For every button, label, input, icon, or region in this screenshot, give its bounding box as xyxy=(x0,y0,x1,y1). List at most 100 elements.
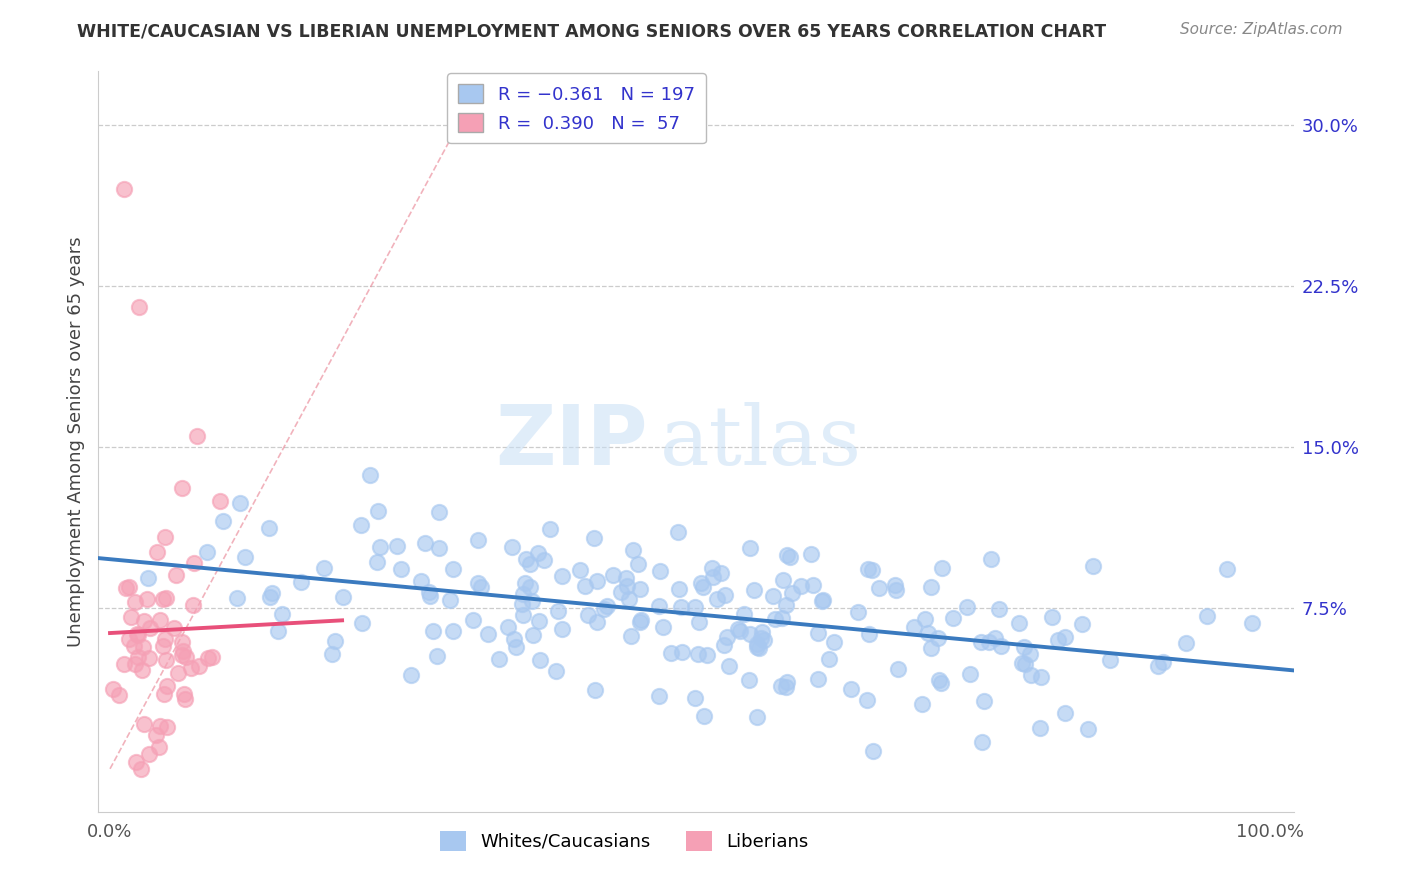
Point xyxy=(546,664,568,678)
Point xyxy=(505,640,527,655)
Point xyxy=(152,592,174,607)
Point xyxy=(467,533,489,547)
Point xyxy=(547,604,569,618)
Point xyxy=(776,548,799,562)
Point xyxy=(515,552,537,566)
Point xyxy=(813,592,835,607)
Point xyxy=(350,615,373,630)
Point xyxy=(869,582,891,596)
Point xyxy=(409,574,432,588)
Point xyxy=(807,625,830,640)
Point xyxy=(751,625,773,640)
Point xyxy=(884,583,907,598)
Point xyxy=(172,644,194,658)
Point xyxy=(149,613,172,627)
Point xyxy=(1029,670,1052,684)
Point xyxy=(628,615,651,630)
Point xyxy=(1175,636,1198,650)
Point xyxy=(148,739,170,754)
Point xyxy=(920,640,942,655)
Point xyxy=(519,580,541,594)
Point xyxy=(688,615,710,630)
Point xyxy=(385,539,408,553)
Point xyxy=(973,694,995,708)
Point xyxy=(155,632,177,646)
Point xyxy=(610,584,633,599)
Point xyxy=(522,628,544,642)
Point xyxy=(745,637,768,651)
Point xyxy=(156,720,179,734)
Point xyxy=(1040,609,1063,624)
Point xyxy=(477,627,499,641)
Point xyxy=(630,582,652,597)
Point xyxy=(259,590,281,604)
Point xyxy=(752,632,775,647)
Text: ZIP: ZIP xyxy=(496,401,648,482)
Point xyxy=(574,579,596,593)
Point xyxy=(201,650,224,665)
Point xyxy=(172,635,194,649)
Point xyxy=(125,755,148,769)
Point xyxy=(956,600,979,615)
Point xyxy=(970,635,993,649)
Point xyxy=(602,567,624,582)
Point xyxy=(138,651,160,665)
Point xyxy=(738,541,761,555)
Point xyxy=(527,614,550,628)
Point xyxy=(321,648,343,662)
Point xyxy=(855,693,877,707)
Point xyxy=(630,613,652,627)
Point xyxy=(692,580,714,594)
Point xyxy=(801,577,824,591)
Point xyxy=(748,640,770,655)
Point xyxy=(212,514,235,528)
Point xyxy=(359,468,381,483)
Point xyxy=(648,564,671,578)
Point xyxy=(366,555,388,569)
Point xyxy=(139,621,162,635)
Point xyxy=(620,629,643,643)
Point xyxy=(596,599,619,613)
Point xyxy=(772,573,794,587)
Point xyxy=(959,666,981,681)
Point xyxy=(267,624,290,638)
Point xyxy=(419,589,441,603)
Point xyxy=(770,680,793,694)
Point xyxy=(929,675,952,690)
Text: Source: ZipAtlas.com: Source: ZipAtlas.com xyxy=(1180,22,1343,37)
Point xyxy=(749,631,772,645)
Point xyxy=(350,517,373,532)
Point xyxy=(1053,630,1076,644)
Point xyxy=(823,635,845,649)
Point xyxy=(689,575,711,590)
Point xyxy=(775,598,797,612)
Point xyxy=(807,673,830,687)
Point xyxy=(496,620,519,634)
Point xyxy=(738,673,761,687)
Point xyxy=(1029,721,1052,735)
Point xyxy=(983,631,1005,645)
Point xyxy=(155,653,177,667)
Point xyxy=(666,524,689,539)
Point xyxy=(776,675,799,690)
Point xyxy=(683,599,706,614)
Point xyxy=(1019,647,1042,661)
Point xyxy=(132,614,155,628)
Point xyxy=(156,680,179,694)
Point xyxy=(136,571,159,585)
Point xyxy=(501,540,523,554)
Point xyxy=(1019,667,1042,681)
Point xyxy=(114,581,136,595)
Point xyxy=(862,744,884,758)
Point xyxy=(811,594,834,608)
Point xyxy=(325,634,347,648)
Point xyxy=(668,582,690,597)
Point xyxy=(155,591,177,606)
Point xyxy=(145,728,167,742)
Point xyxy=(858,627,880,641)
Point xyxy=(1008,616,1031,631)
Point xyxy=(1195,609,1218,624)
Point xyxy=(927,631,949,645)
Point xyxy=(153,530,176,544)
Point xyxy=(197,544,219,558)
